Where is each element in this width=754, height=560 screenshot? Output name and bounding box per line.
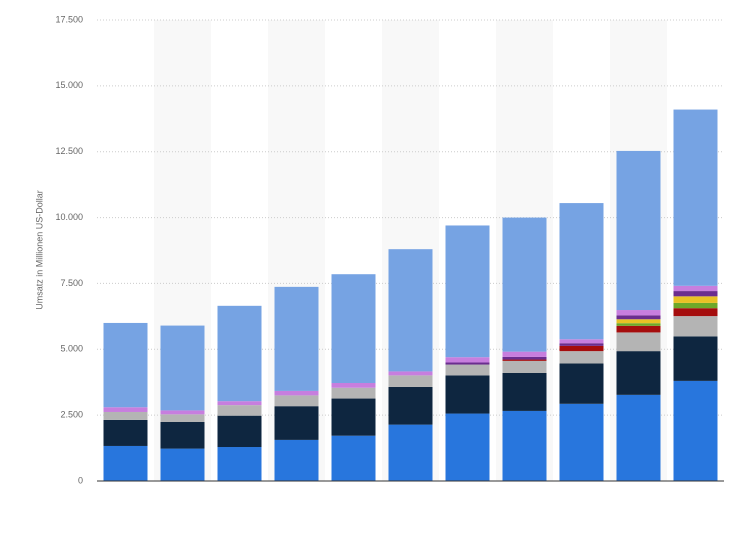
bar-segment (616, 310, 661, 316)
y-tick-label: 10.000 (55, 212, 83, 222)
y-tick-label: 7.500 (60, 278, 83, 288)
bar-segment (388, 424, 433, 481)
bar-segment (274, 439, 319, 481)
bar-segment (388, 371, 433, 376)
y-tick-label: 15.000 (55, 80, 83, 90)
bar-segment (160, 414, 205, 422)
y-tick-label: 5.000 (60, 344, 83, 354)
bar-segment (673, 285, 718, 292)
bar-segment (445, 225, 490, 358)
bar-segment (616, 319, 661, 324)
bar-segment (217, 415, 262, 448)
bar-segment (274, 286, 319, 391)
bar-segment (673, 316, 718, 337)
bar-segment (331, 398, 376, 436)
bar-segment (616, 332, 661, 352)
bar-segment (274, 406, 319, 440)
bar-segment (103, 407, 148, 412)
bar-segment (445, 375, 490, 414)
y-tick-label: 12.500 (55, 146, 83, 156)
bar-segment (103, 322, 148, 408)
bar-segment (502, 351, 547, 357)
bar-segment (502, 359, 547, 361)
bar-segment (160, 410, 205, 415)
bar-segment (502, 356, 547, 360)
bar-segment (616, 351, 661, 395)
bar-segment (445, 362, 490, 365)
bar-segment (388, 375, 433, 387)
bar-segment (559, 345, 604, 352)
bar-segment (331, 274, 376, 384)
bar-segment (673, 302, 718, 309)
bar-segment (502, 360, 547, 373)
bar-segment (103, 419, 148, 446)
bar-segment (559, 203, 604, 340)
bar-segment (616, 394, 661, 481)
bar-segment (445, 364, 490, 376)
bar-segment (673, 308, 718, 317)
bar-segment (331, 383, 376, 388)
bar-segment (103, 445, 148, 481)
bar-segment (673, 380, 718, 481)
bar-segment (274, 395, 319, 407)
bar-segment (217, 401, 262, 406)
bar-segment (445, 357, 490, 363)
bar-segment (616, 325, 661, 333)
bar-segment (274, 390, 319, 396)
bar-segment (616, 315, 661, 320)
y-axis-label: Umsatz in Millionen US-Dollar (34, 190, 44, 310)
bar-segment (445, 413, 490, 481)
bar-segment (103, 411, 148, 420)
bar-segment (616, 323, 661, 326)
bar-segment (217, 447, 262, 481)
bar-segment (616, 150, 661, 311)
y-tick-label: 0 (78, 475, 83, 485)
bar-segment (559, 363, 604, 404)
y-tick-label: 2.500 (60, 410, 83, 420)
bar-segment (559, 351, 604, 364)
bar-segment (160, 325, 205, 411)
bar-segment (559, 343, 604, 346)
bar-segment (559, 403, 604, 481)
bar-segment (673, 296, 718, 303)
bar-segment (217, 405, 262, 416)
bar-segment (331, 387, 376, 399)
bar-segment (502, 217, 547, 352)
bar-segment (217, 305, 262, 402)
bar-segment (160, 421, 205, 449)
y-tick-label: 17.500 (55, 14, 83, 24)
bar-segment (388, 386, 433, 425)
bar-segment (160, 448, 205, 481)
bar-segment (502, 372, 547, 411)
bar-segment (673, 336, 718, 381)
bar-segment (673, 291, 718, 297)
bar-segment (331, 435, 376, 481)
bar-segment (559, 339, 604, 344)
bar-segment (502, 410, 547, 481)
bar-segment (673, 109, 718, 286)
bar-segment (388, 249, 433, 372)
